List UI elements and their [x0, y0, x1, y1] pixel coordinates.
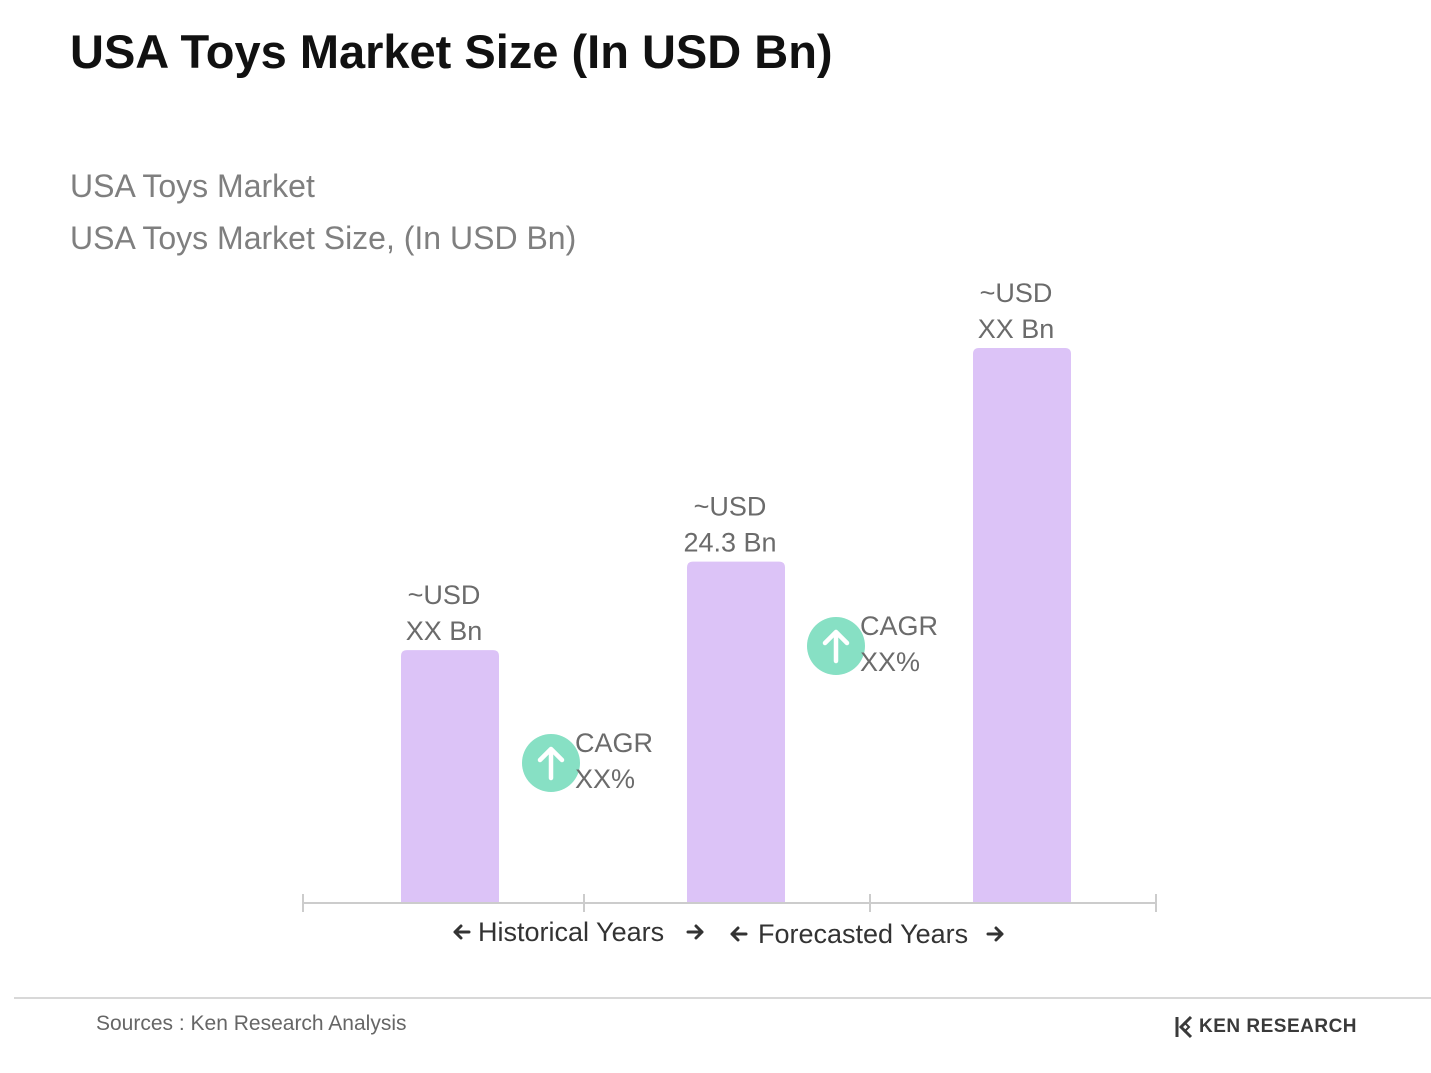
- arrow-left-icon: [730, 926, 748, 942]
- brand-name: KEN RESEARCH: [1199, 1016, 1358, 1037]
- bar-chart: ~USD XX Bn ~USD 24.3 Bn ~USD XX Bn CAGR XX% CAGR…: [302, 278, 1157, 949]
- value-label-3-line1: ~USD: [980, 278, 1053, 308]
- arrow-up-icon: [537, 746, 565, 781]
- chart-subtitle: USA Toys Market: [70, 168, 315, 204]
- value-label-2-line1: ~USD: [694, 492, 767, 522]
- arrow-up-icon: [822, 629, 850, 664]
- cagr-label-2-line1: CAGR: [860, 611, 938, 641]
- cagr-label-1-line1: CAGR: [575, 728, 653, 758]
- value-label-2-line2: 24.3 Bn: [683, 528, 776, 558]
- bar-1: [401, 650, 499, 903]
- subtitle-block: USA Toys Market USA Toys Market Size, (I…: [70, 160, 576, 264]
- arrow-right-icon: [986, 926, 1004, 942]
- bar-3: [973, 348, 1071, 903]
- ken-research-logo-icon: [1175, 1015, 1193, 1039]
- cagr-label-1-line2: XX%: [575, 764, 635, 794]
- value-label-1-line2: XX Bn: [406, 616, 483, 646]
- arrow-left-icon: [453, 924, 471, 940]
- value-label-1-line1: ~USD: [408, 580, 481, 610]
- brand: KEN RESEARCH: [1175, 1015, 1357, 1039]
- footer-divider: [14, 997, 1431, 999]
- cagr-label-2-line2: XX%: [860, 647, 920, 677]
- page-title: USA Toys Market Size (In USD Bn): [70, 25, 833, 78]
- bar-2: [687, 561, 785, 903]
- period-label-2: Forecasted Years: [758, 919, 968, 949]
- value-label-3-line2: XX Bn: [978, 314, 1055, 344]
- chart-description: USA Toys Market Size, (In USD Bn): [70, 220, 577, 256]
- sources-note: Sources : Ken Research Analysis: [96, 1012, 407, 1035]
- period-label-1: Historical Years: [478, 917, 664, 947]
- arrow-right-icon: [686, 924, 704, 940]
